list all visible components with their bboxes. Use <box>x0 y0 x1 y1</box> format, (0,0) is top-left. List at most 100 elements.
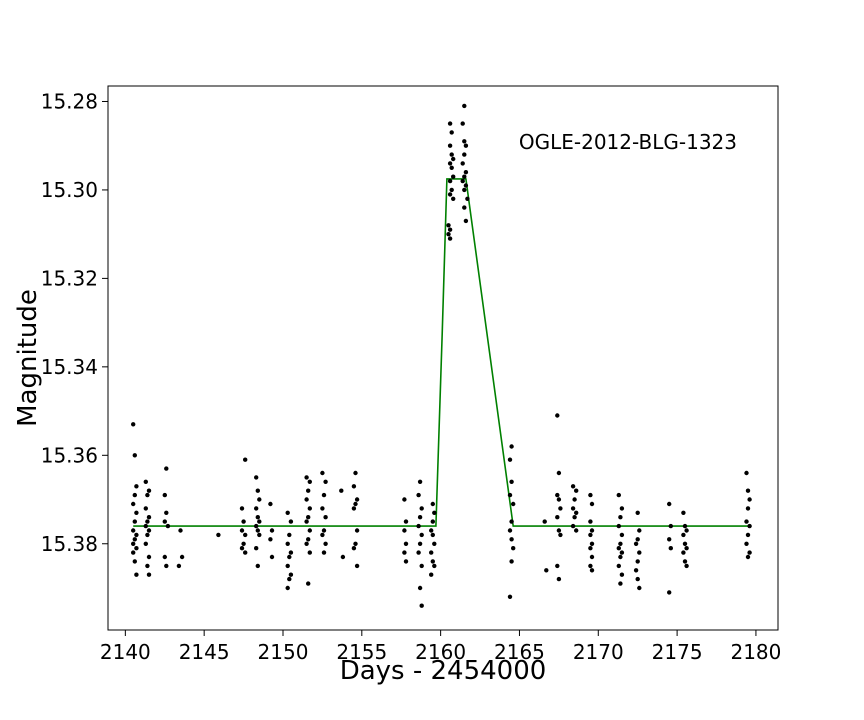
data-point <box>429 550 434 555</box>
data-point <box>667 537 672 542</box>
data-point <box>320 506 325 511</box>
data-point <box>430 501 435 507</box>
x-tick-label: 2165 <box>494 640 545 664</box>
data-point <box>509 537 514 542</box>
data-point <box>745 488 751 493</box>
data-point <box>616 546 621 551</box>
data-point <box>257 532 262 538</box>
data-point <box>304 475 309 480</box>
data-point <box>430 532 435 538</box>
data-point <box>633 568 639 573</box>
data-point <box>288 572 294 577</box>
data-point <box>162 519 167 524</box>
data-point <box>304 519 309 524</box>
data-point <box>306 488 311 493</box>
data-point <box>460 121 465 126</box>
data-point <box>460 178 465 184</box>
data-point <box>143 506 148 511</box>
data-point <box>285 585 290 591</box>
data-point <box>589 528 595 533</box>
data-point <box>402 497 407 502</box>
data-point <box>509 444 514 449</box>
data-point <box>134 532 139 538</box>
data-point <box>744 541 749 546</box>
data-point <box>572 497 577 502</box>
data-point <box>509 559 514 564</box>
data-point <box>637 550 642 555</box>
data-point <box>403 559 409 564</box>
data-point <box>132 559 137 564</box>
data-point <box>354 563 360 569</box>
data-point <box>447 192 453 197</box>
data-point <box>254 523 259 529</box>
x-tick-label: 2155 <box>336 640 387 664</box>
data-point <box>255 528 260 533</box>
data-point <box>419 532 424 538</box>
data-point <box>304 541 309 546</box>
data-point <box>668 546 673 551</box>
data-point <box>462 174 467 179</box>
y-tick-label: 15.38 <box>41 532 98 556</box>
data-point <box>544 568 549 573</box>
data-point <box>635 576 640 582</box>
data-point <box>416 523 421 529</box>
data-point <box>321 528 327 533</box>
data-point <box>255 488 260 493</box>
data-point <box>216 532 221 538</box>
data-point <box>131 422 136 427</box>
data-point <box>164 563 169 569</box>
data-point <box>555 563 560 569</box>
x-tick-label: 2180 <box>730 640 781 664</box>
data-point <box>618 541 623 546</box>
data-point <box>320 532 325 538</box>
data-point <box>131 550 136 555</box>
data-point <box>744 519 749 524</box>
data-point <box>430 519 435 524</box>
data-point <box>255 563 260 569</box>
data-point <box>449 165 454 170</box>
data-point <box>574 528 579 533</box>
data-point <box>633 541 639 546</box>
data-point <box>635 537 640 542</box>
data-point <box>132 492 137 498</box>
data-point <box>542 519 547 524</box>
data-point <box>637 585 642 591</box>
data-point <box>555 515 560 520</box>
data-point <box>556 497 562 502</box>
data-point <box>668 523 673 529</box>
data-point <box>619 550 625 555</box>
data-point <box>462 152 467 157</box>
data-point <box>744 470 749 476</box>
data-point <box>618 554 623 560</box>
data-point <box>239 506 245 511</box>
data-point <box>321 492 327 498</box>
data-point <box>287 554 292 560</box>
data-point <box>451 156 456 162</box>
data-point <box>465 196 470 201</box>
data-point <box>619 506 625 511</box>
data-point <box>589 541 595 546</box>
data-point <box>570 484 576 489</box>
data-point <box>146 488 152 493</box>
data-point <box>619 532 625 538</box>
data-point <box>239 546 245 551</box>
data-point <box>463 143 469 148</box>
x-axis-title: Days - 2454000 <box>340 656 547 686</box>
data-point <box>243 457 248 462</box>
data-point <box>667 501 672 507</box>
data-point <box>419 506 424 511</box>
data-point <box>682 523 688 529</box>
data-point <box>179 554 185 560</box>
data-point <box>463 170 469 175</box>
data-point <box>616 523 621 529</box>
data-point <box>432 510 437 515</box>
data-point <box>254 546 259 551</box>
data-point <box>667 590 672 595</box>
data-point <box>143 523 148 529</box>
data-point <box>176 563 182 569</box>
data-point <box>574 488 579 493</box>
data-point <box>745 532 751 538</box>
data-point <box>556 470 562 476</box>
data-point <box>307 528 312 533</box>
